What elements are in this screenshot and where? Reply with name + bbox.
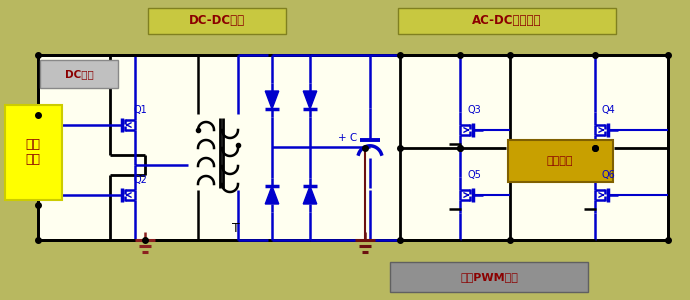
Polygon shape (265, 91, 279, 109)
Bar (148, 8, 286, 34)
Bar (390, 262, 588, 292)
Bar (5, 105, 62, 200)
Bar (398, 8, 616, 34)
Text: 交流输出: 交流输出 (546, 156, 573, 166)
Text: DC-DC升压: DC-DC升压 (189, 14, 245, 28)
Bar (508, 140, 613, 182)
Text: AC-DC全桥逆变: AC-DC全桥逆变 (472, 14, 542, 28)
Text: Q4: Q4 (602, 105, 615, 115)
Text: Q3: Q3 (467, 105, 481, 115)
Polygon shape (303, 186, 317, 204)
Text: + C: + C (338, 133, 357, 143)
Text: Q5: Q5 (467, 170, 481, 180)
Text: Q1: Q1 (134, 105, 148, 115)
Bar (40, 60, 118, 88)
Polygon shape (265, 186, 279, 204)
Text: 推挽
控制: 推挽 控制 (26, 138, 41, 166)
Text: DC输入: DC输入 (65, 69, 93, 79)
Text: T: T (232, 221, 240, 235)
Text: Q2: Q2 (134, 175, 148, 185)
Bar (38, 55, 668, 240)
Text: Q6: Q6 (602, 170, 615, 180)
Polygon shape (303, 91, 317, 109)
Text: 全桥PWM控制: 全桥PWM控制 (460, 272, 518, 282)
